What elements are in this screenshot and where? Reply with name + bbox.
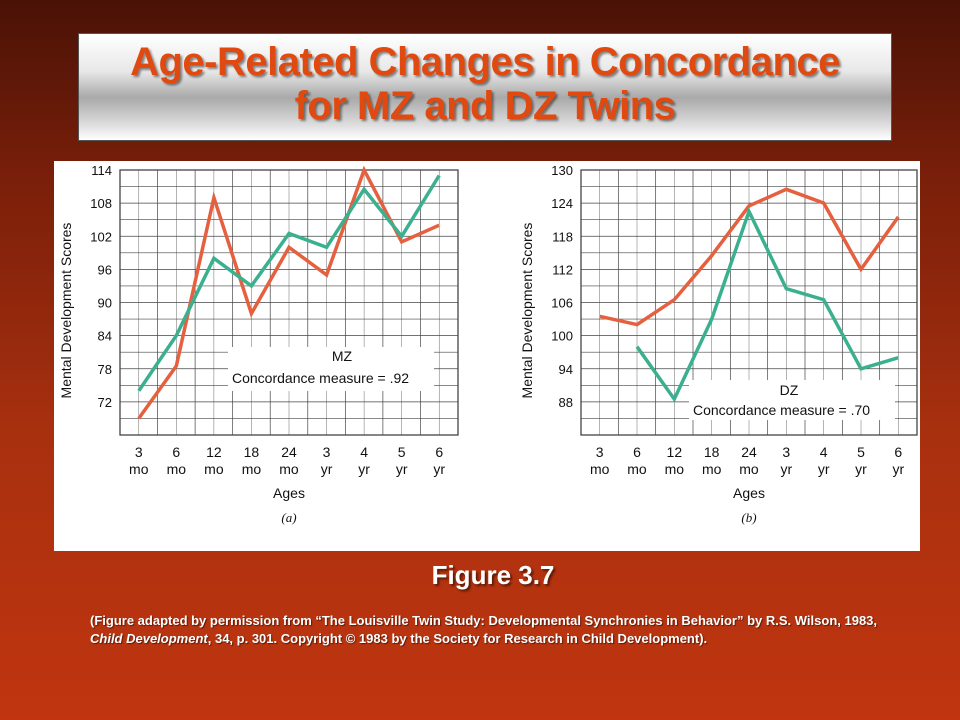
chart-1-annotation-bg [228,347,434,391]
chart-2-xtick-label: 4 [820,444,828,460]
chart-1-series-2-line [137,174,441,392]
chart-2-xtick-label: 24 [741,444,757,460]
chart-1-annotation-text: Concordance measure = .92 [232,370,409,386]
figure-panel: 72 78 84 90 96 102 108 114 3 mo 6 mo 12 mo 18 mo 24 mo 3 yr… [54,161,920,551]
chart-2-annotation-bg [689,380,895,420]
chart-2-ytick-label: 118 [552,229,573,244]
chart-1-ytick-label: 102 [90,229,112,244]
citation-part-1: (Figure adapted by permission from “The … [90,613,878,628]
chart-2-ytick-label: 88 [559,395,573,410]
chart-2-panel-label: (b) [741,510,756,525]
figure-label: Figure 3.7 [431,560,555,590]
chart-2-ytick-label: 112 [552,262,573,277]
chart-1-xtick-label-unit: mo [279,461,299,477]
chart-1-xtick-label: 4 [360,444,368,460]
chart-1-ytick-label: 72 [98,395,112,410]
chart-1-y-axis-label: Mental Development Scores [58,223,74,399]
chart-2-xtick-label: 6 [894,444,902,460]
chart-2-ytick-label: 130 [551,163,573,178]
chart-1-ytick-label: 114 [91,163,112,178]
chart-1-ytick-label: 78 [98,362,112,377]
chart-1-ytick-label: 96 [98,262,112,277]
chart-2-xtick-label-unit: yr [780,461,792,477]
chart-2-xtick-label-unit: mo [665,461,685,477]
chart-2-annotation-title: DZ [780,382,799,398]
chart-2-series-2-line [635,206,899,403]
citation-part-2: , 34, p. 301. Copyright © 1983 by the So… [207,631,708,646]
chart-2-annotation-text: Concordance measure = .70 [693,402,870,418]
chart-2-ytick-label: 100 [551,329,573,344]
chart-1-xtick-label: 18 [244,444,260,460]
chart-2-xtick-label: 5 [857,444,865,460]
citation-journal: Child Development [90,631,208,646]
chart-1-xtick-label: 3 [135,444,143,460]
chart-1-x-axis-label: Ages [273,485,305,501]
chart-1-xtick-label-unit: yr [396,461,408,477]
chart-2-series-1-line [599,187,900,327]
chart-1-xtick-label-unit: yr [433,461,445,477]
chart-2-xtick-label: 3 [596,444,604,460]
chart-1-xtick-label-unit: mo [204,461,224,477]
figure-svg: 72788490961021081143mo6mo12mo18mo24mo3yr… [58,163,918,525]
chart-1-panel-label: (a) [281,510,296,525]
chart-2-xtick-label: 18 [704,444,720,460]
chart-1-xtick-label: 5 [398,444,406,460]
slide-title-line-2: for MZ and DZ Twins [294,84,676,128]
chart-1-ytick-label: 108 [90,196,112,211]
chart-1-xtick-label: 24 [281,444,297,460]
chart-2-x-axis-label: Ages [733,485,765,501]
chart-1-xtick-label: 6 [172,444,180,460]
chart-2-xtick-label-unit: yr [818,461,830,477]
chart-2-y-axis-label: Mental Development Scores [519,223,535,399]
chart-1-xtick-label-unit: yr [358,461,370,477]
figure-citation: (Figure adapted by permission from “The … [90,612,880,648]
chart-1-xtick-label-unit: yr [321,461,333,477]
chart-2-xtick-label-unit: mo [590,461,610,477]
chart-2-xtick-label-unit: mo [739,461,759,477]
chart-1-xtick-label-unit: mo [167,461,187,477]
chart-1-xtick-label-unit: mo [242,461,262,477]
chart-1-ytick-label: 84 [98,329,112,344]
chart-2-xtick-label: 12 [667,444,683,460]
chart-2-xtick-label-unit: mo [702,461,722,477]
chart-1-annotation-title: MZ [332,348,353,364]
chart-2-xtick-label: 3 [782,444,790,460]
chart-1-xtick-label: 12 [206,444,222,460]
chart-2-ytick-label: 94 [559,362,573,377]
chart-1-xtick-label: 6 [435,444,443,460]
chart-2-ytick-label: 124 [551,196,573,211]
chart-1-xtick-label-unit: mo [129,461,149,477]
slide-title-line-1: Age-Related Changes in Concordance [130,40,840,84]
chart-1-xtick-label: 3 [323,444,331,460]
chart-2-xtick-label-unit: yr [855,461,867,477]
chart-2-ytick-label: 106 [551,296,573,311]
chart-2-xtick-label-unit: mo [627,461,647,477]
slide-title-box: Age-Related Changes in Concordance for M… [78,33,892,141]
chart-1-ytick-label: 90 [98,296,112,311]
chart-2-xtick-label-unit: yr [892,461,904,477]
chart-2-xtick-label: 6 [633,444,641,460]
